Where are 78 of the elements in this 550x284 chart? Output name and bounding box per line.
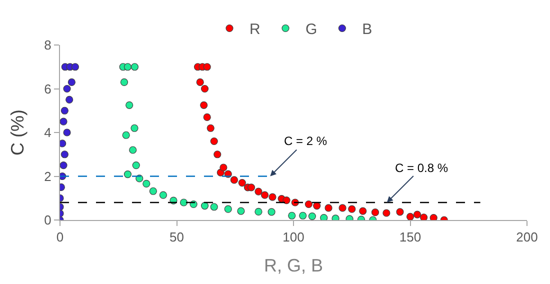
y-tick-label: 4 (44, 125, 52, 140)
point (420, 214, 428, 220)
point (396, 208, 404, 216)
point (60, 140, 66, 148)
x-axis-title: R, G, B (264, 256, 324, 276)
point (124, 170, 132, 178)
point (130, 63, 139, 71)
legend-label: G (306, 21, 318, 38)
point (142, 180, 150, 188)
y-axis-title: C (%) (7, 110, 28, 156)
point (180, 198, 188, 206)
point (120, 78, 128, 86)
point (60, 118, 68, 126)
point (260, 191, 269, 199)
point (406, 212, 414, 220)
point (230, 176, 238, 184)
annotation: C = 2 % (284, 134, 328, 148)
point (413, 210, 422, 218)
x-tick-label: 100 (282, 230, 304, 245)
x-tick-label: 200 (516, 230, 538, 245)
point (268, 193, 276, 201)
point (324, 204, 332, 212)
point (68, 78, 76, 86)
point (129, 146, 137, 154)
point (196, 78, 204, 86)
point (200, 101, 208, 109)
x-tick-label: 50 (170, 230, 184, 245)
point (430, 214, 438, 220)
point (130, 124, 138, 132)
point (159, 191, 168, 199)
point (60, 150, 68, 158)
x-tick-label: 0 (56, 230, 64, 245)
point (254, 188, 262, 196)
annotation: C = 0.8 % (395, 161, 448, 175)
legend-label: R (250, 21, 260, 38)
point (206, 124, 214, 132)
point (71, 63, 79, 71)
point (348, 205, 356, 213)
point (338, 204, 346, 212)
point (237, 207, 245, 215)
point (132, 162, 140, 170)
point (247, 184, 256, 192)
point (382, 209, 390, 217)
point (371, 208, 380, 216)
y-tick-label: 8 (44, 38, 52, 53)
point (320, 214, 328, 220)
point (308, 212, 316, 220)
point (203, 113, 211, 121)
point (124, 63, 132, 71)
point (220, 164, 228, 172)
point (210, 137, 218, 146)
point (203, 63, 211, 71)
point (60, 106, 68, 114)
point (304, 200, 312, 208)
point (126, 101, 134, 109)
point (214, 150, 222, 158)
point (63, 84, 71, 93)
point (224, 205, 232, 213)
point (238, 179, 246, 187)
y-tick-label: 0 (44, 212, 52, 228)
y-tick-label: 2 (44, 168, 52, 184)
y-tick-label: 6 (44, 81, 52, 96)
point (359, 207, 367, 215)
point (60, 162, 68, 170)
x-tick-label: 150 (399, 230, 422, 245)
point (268, 208, 276, 216)
point (63, 128, 71, 136)
point (200, 202, 209, 210)
point (299, 212, 307, 220)
point (254, 208, 262, 216)
point (122, 131, 130, 139)
point (288, 212, 296, 220)
point (210, 203, 218, 211)
point (66, 96, 74, 104)
point (200, 84, 209, 93)
point (149, 187, 157, 195)
point (282, 196, 290, 204)
legend-label: B (362, 21, 372, 38)
